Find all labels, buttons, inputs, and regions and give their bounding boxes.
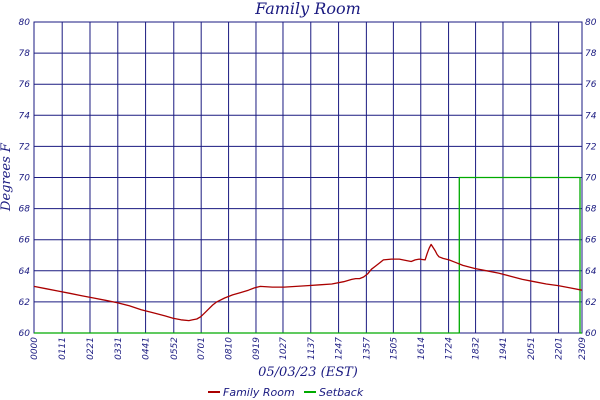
y-axis-label: Degrees F [0, 142, 14, 212]
y-tick-label: 70 [585, 174, 597, 184]
x-tick-label: 0221 [86, 337, 96, 360]
x-tick-label: 2309 [578, 337, 588, 360]
x-tick-label: 1505 [389, 337, 399, 360]
y-tick-label: 66 [585, 236, 597, 246]
y-tick-label: 62 [585, 298, 597, 308]
x-tick-label: 1137 [307, 337, 317, 360]
y-tick-label: 60 [585, 329, 597, 339]
y-tick-label: 64 [585, 267, 597, 277]
y-tick-label: 74 [19, 111, 31, 121]
x-tick-label: 1941 [499, 337, 509, 360]
x-tick-label: 0111 [58, 337, 68, 360]
y-tick-label: 72 [585, 142, 597, 152]
y-tick-label: 74 [585, 111, 597, 121]
x-tick-label: 0919 [252, 337, 262, 360]
y-tick-label: 68 [585, 205, 597, 215]
y-tick-label: 72 [19, 142, 31, 152]
y-tick-label: 62 [19, 298, 31, 308]
legend-label: Family Room [223, 386, 295, 399]
y-tick-label: 64 [19, 267, 31, 277]
y-tick-label: 66 [19, 236, 31, 246]
x-tick-label: 0701 [197, 337, 207, 360]
x-tick-label: 1832 [472, 337, 482, 360]
x-tick-label: 1724 [445, 337, 455, 360]
y-tick-label: 76 [19, 80, 31, 90]
y-tick-label: 70 [19, 174, 31, 184]
y-tick-label: 80 [19, 18, 31, 28]
y-tick-labels-right: 60 62 64 66 68 70 72 74 76 78 80 [585, 18, 597, 339]
x-tick-label: 2051 [527, 337, 537, 360]
y-tick-label: 78 [585, 49, 597, 59]
x-tick-label: 0810 [225, 337, 235, 360]
y-tick-label: 78 [19, 49, 31, 59]
x-tick-label: 1614 [417, 337, 427, 360]
x-tick-label: 0552 [170, 337, 180, 360]
series-line-family-room [33, 243, 583, 322]
series-layer [33, 176, 583, 334]
x-axis-label: 05/03/23 (EST) [258, 365, 358, 380]
x-tick-label: 1027 [279, 337, 289, 360]
x-tick-label: 0331 [114, 337, 124, 360]
x-tick-label: 2201 [555, 337, 565, 360]
x-tick-label: 1247 [335, 337, 345, 360]
x-tick-label: 1357 [362, 337, 372, 360]
legend-label: Setback [319, 386, 364, 399]
y-tick-label: 76 [585, 80, 597, 90]
y-tick-label: 60 [19, 329, 31, 339]
x-tick-label: 0441 [142, 337, 152, 360]
legend: Family Room Setback [208, 386, 364, 399]
y-tick-labels-left: 60 62 64 66 68 70 72 74 76 78 80 [19, 18, 31, 339]
y-tick-label: 68 [19, 205, 31, 215]
x-tick-label: 0000 [30, 337, 40, 360]
y-tick-label: 80 [585, 18, 597, 28]
chart-title: Family Room [254, 0, 361, 18]
x-tick-labels: 0000 0111 0221 0331 0441 0552 0701 0810 0919 1027… [30, 337, 588, 360]
series-line-setback [34, 176, 582, 334]
